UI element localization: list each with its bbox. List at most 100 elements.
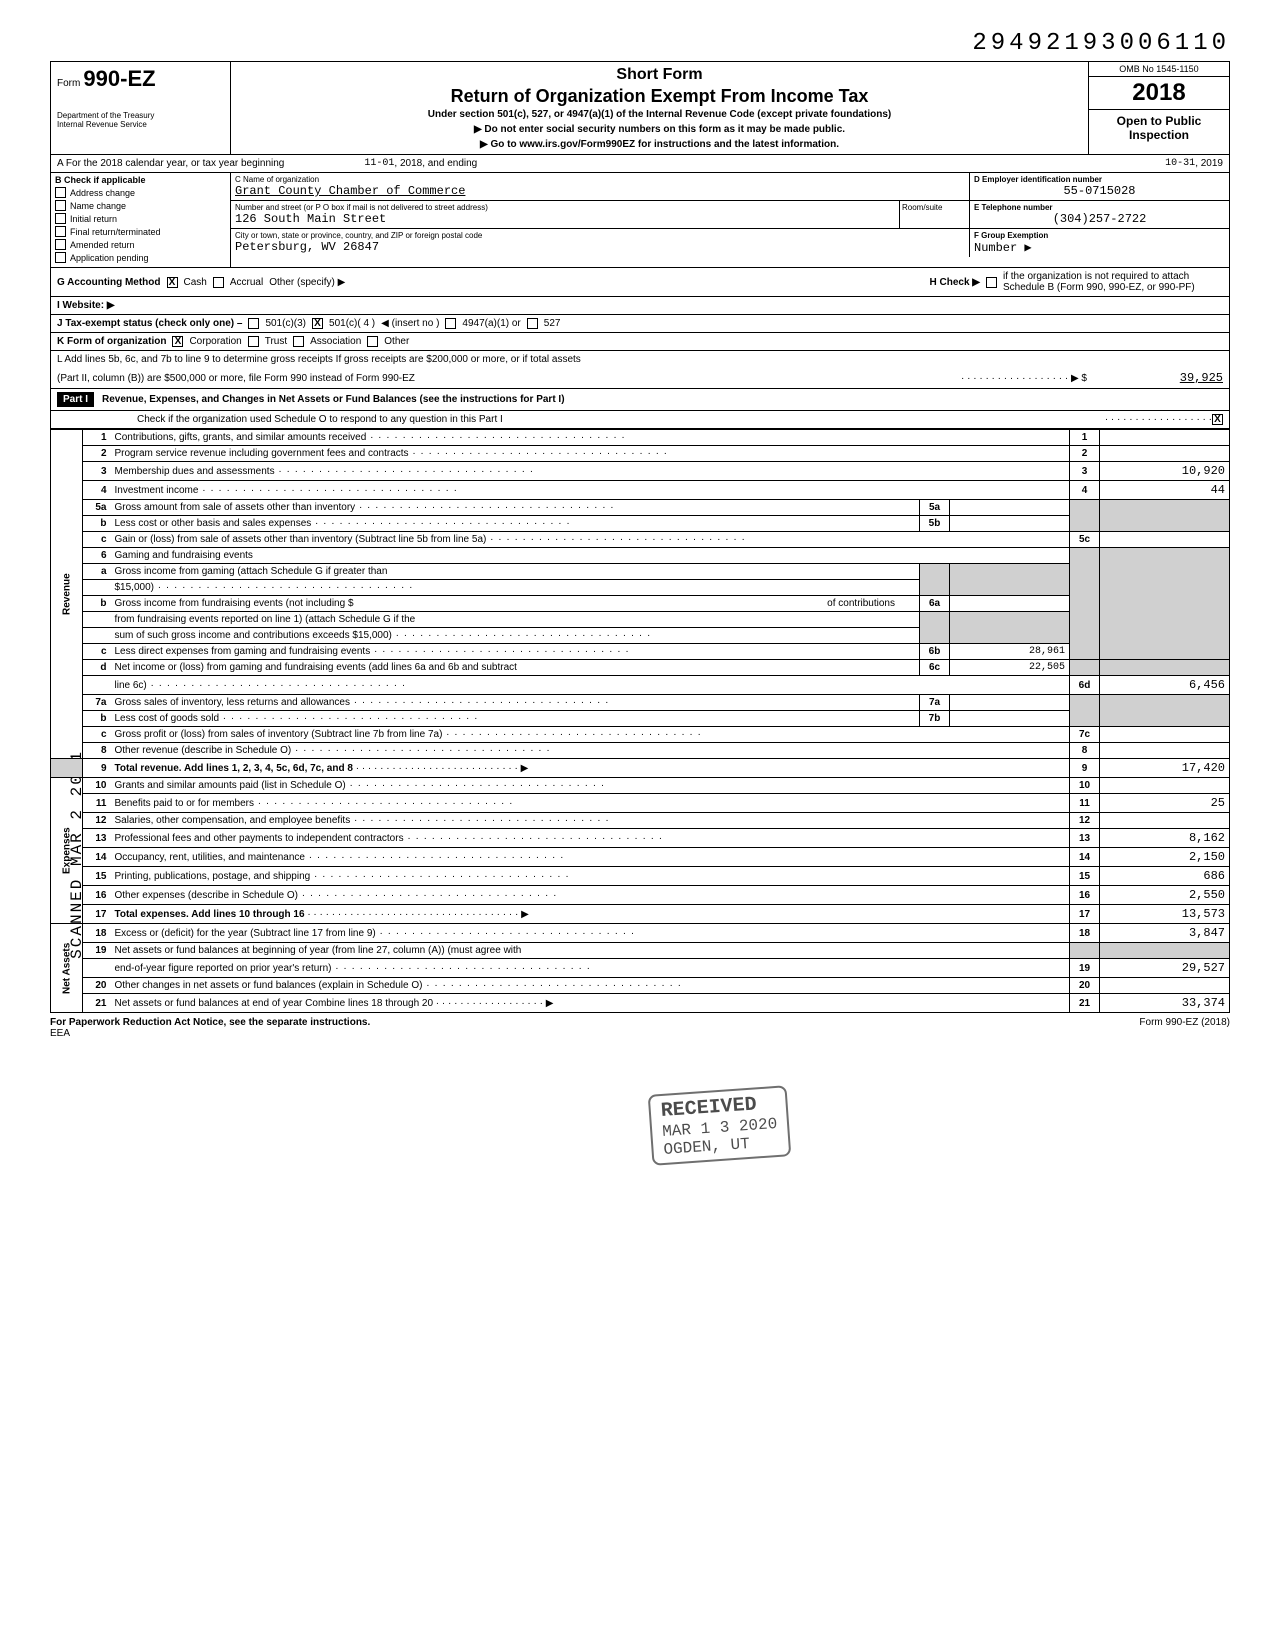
part-1-header: Part I Revenue, Expenses, and Changes in… (50, 389, 1230, 411)
line-6b3: sum of such gross income and contributio… (111, 628, 920, 644)
chk-cash[interactable] (167, 277, 178, 288)
inspection: Inspection (1093, 128, 1225, 142)
val-9: 17,420 (1100, 759, 1230, 778)
line-i: I Website: ▶ (50, 297, 1230, 315)
chk-label: Amended return (70, 240, 135, 250)
room-label: Room/suite (899, 201, 969, 228)
group-exemption-num: Number ▶ (974, 240, 1225, 255)
form-number: 990-EZ (83, 66, 155, 91)
lbl-other: Other (384, 336, 409, 347)
line-14: Occupancy, rent, utilities, and maintena… (111, 848, 1070, 867)
omb-number: OMB No 1545-1150 (1089, 62, 1229, 77)
section-c-label: C Name of organization (235, 175, 965, 184)
street-value: 126 South Main Street (235, 212, 895, 226)
line-19a: Net assets or fund balances at beginning… (111, 943, 1070, 959)
line-7b: Less cost of goods sold (111, 711, 920, 727)
lbl-trust: Trust (265, 336, 287, 347)
form-page: 29492193006110 Form 990-EZ Department of… (50, 30, 1230, 1039)
line-4: Investment income (111, 481, 1070, 500)
val-14: 2,150 (1100, 848, 1230, 867)
chk-final-return[interactable]: Final return/terminated (55, 226, 226, 237)
line-k: K Form of organization Corporation Trust… (50, 333, 1230, 351)
val-6c: 22,505 (950, 660, 1070, 676)
side-net-assets: Net Assets (51, 924, 83, 1013)
form-word: Form (57, 78, 80, 89)
line-h-label: H Check ▶ (930, 277, 980, 288)
section-b-label: B Check if applicable (55, 175, 226, 185)
chk-other[interactable] (367, 336, 378, 347)
header-mid: Short Form Return of Organization Exempt… (231, 62, 1089, 154)
short-form-label: Short Form (239, 66, 1080, 84)
lbl-501c: 501(c)( 4 ) (329, 318, 375, 329)
open-inspection: Open to Public Inspection (1089, 110, 1229, 147)
line-16: Other expenses (describe in Schedule O) (111, 886, 1070, 905)
chk-assoc[interactable] (293, 336, 304, 347)
line-j: J Tax-exempt status (check only one) – 5… (50, 315, 1230, 333)
line-l-text1: L Add lines 5b, 6c, and 7b to line 9 to … (57, 354, 1223, 365)
line-h-text: if the organization is not required to a… (1003, 271, 1223, 293)
stamp-received: RECEIVED (660, 1092, 777, 1123)
section-c: C Name of organization Grant County Cham… (231, 173, 1229, 267)
chk-corp[interactable] (172, 336, 183, 347)
val-21: 33,374 (1100, 994, 1230, 1013)
val-3: 10,920 (1100, 462, 1230, 481)
line-a-prefix: A For the 2018 calendar year, or tax yea… (57, 158, 284, 169)
line-9: Total revenue. Add lines 1, 2, 3, 4, 5c,… (111, 759, 1070, 778)
val-4: 44 (1100, 481, 1230, 500)
accrual-label: Accrual (230, 277, 263, 288)
line-6: Gaming and fundraising events (111, 548, 1070, 564)
arrow-line-1: ▶ Do not enter social security numbers o… (239, 124, 1080, 135)
chk-schedule-o[interactable] (1212, 414, 1223, 425)
line-21: Net assets or fund balances at end of ye… (111, 994, 1070, 1013)
line-20: Other changes in net assets or fund bala… (111, 978, 1070, 994)
lbl-527: 527 (544, 318, 561, 329)
chk-4947[interactable] (445, 318, 456, 329)
section-b: B Check if applicable Address change Nam… (51, 173, 231, 267)
stamp-place: OGDEN, UT (663, 1133, 779, 1159)
phone-value: (304)257-2722 (974, 212, 1225, 226)
line-5c: Gain or (loss) from sale of assets other… (111, 532, 1070, 548)
street-label: Number and street (or P O box if mail is… (235, 203, 895, 212)
val-6d: 6,456 (1100, 676, 1230, 695)
val-15: 686 (1100, 867, 1230, 886)
chk-name-change[interactable]: Name change (55, 200, 226, 211)
line-a-suffix: , 2019 (1195, 158, 1223, 169)
line-6d2: line 6c) (111, 676, 1070, 695)
line-a-mid: , 2018, and ending (394, 158, 477, 169)
lbl-501c3: 501(c)(3) (265, 318, 306, 329)
chk-initial-return[interactable]: Initial return (55, 213, 226, 224)
val-13: 8,162 (1100, 829, 1230, 848)
chk-application-pending[interactable]: Application pending (55, 252, 226, 263)
val-11: 25 (1100, 794, 1230, 813)
dept-line2: Internal Revenue Service (57, 121, 224, 130)
open-public: Open to Public (1093, 114, 1225, 128)
stamp-date: MAR 1 3 2020 (662, 1115, 778, 1141)
main-table: Revenue 1Contributions, gifts, grants, a… (50, 429, 1230, 1013)
chk-501c[interactable] (312, 318, 323, 329)
line-13: Professional fees and other payments to … (111, 829, 1070, 848)
chk-h[interactable] (986, 277, 997, 288)
lbl-4947: 4947(a)(1) or (462, 318, 520, 329)
chk-label: Initial return (70, 214, 117, 224)
header-left: Form 990-EZ Department of the Treasury I… (51, 62, 231, 154)
line-l-value: 39,925 (1093, 371, 1223, 385)
cash-label: Cash (184, 277, 207, 288)
line-7a: Gross sales of inventory, less returns a… (111, 695, 920, 711)
section-f-label: F Group Exemption (974, 231, 1225, 240)
part-1-check: Check if the organization used Schedule … (50, 411, 1230, 429)
chk-501c3[interactable] (248, 318, 259, 329)
block-bcdef: B Check if applicable Address change Nam… (50, 173, 1230, 268)
line-6c: Less direct expenses from gaming and fun… (111, 644, 920, 660)
line-a-begin: 11-01 (364, 158, 394, 169)
chk-amended-return[interactable]: Amended return (55, 239, 226, 250)
chk-address-change[interactable]: Address change (55, 187, 226, 198)
chk-label: Address change (70, 188, 135, 198)
footer: For Paperwork Reduction Act Notice, see … (50, 1017, 1230, 1039)
chk-527[interactable] (527, 318, 538, 329)
part-1-label: Part I (57, 392, 94, 407)
chk-trust[interactable] (248, 336, 259, 347)
line-l-text2: (Part II, column (B)) are $500,000 or mo… (57, 373, 415, 384)
ein-value: 55-0715028 (974, 184, 1225, 198)
chk-accrual[interactable] (213, 277, 224, 288)
val-18: 3,847 (1100, 924, 1230, 943)
